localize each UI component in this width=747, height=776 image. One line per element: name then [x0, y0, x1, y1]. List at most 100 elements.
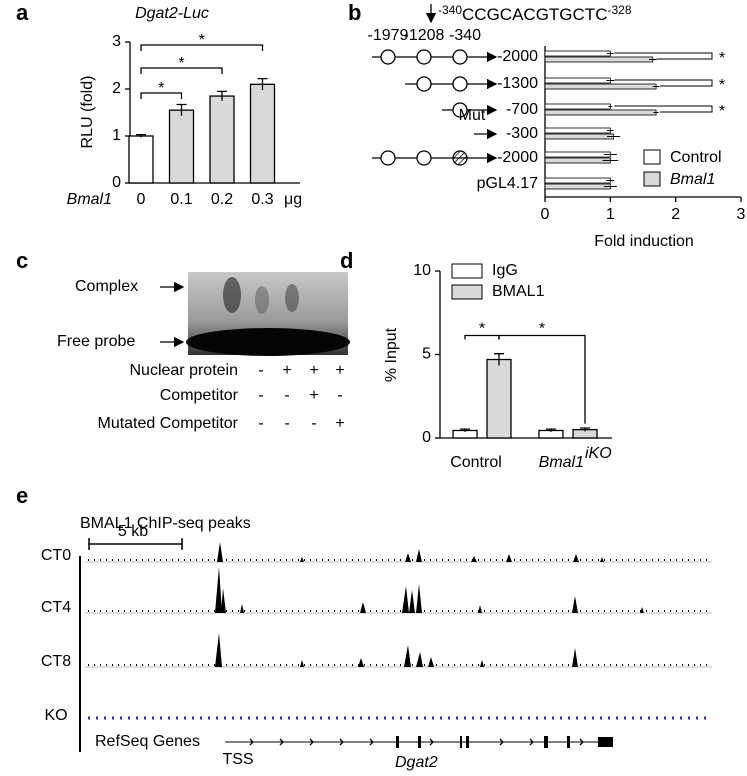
- sig-star: *: [158, 80, 164, 97]
- x-tick-superscript: iKO: [585, 445, 612, 462]
- chart-title: Dgat2-Luc: [135, 5, 209, 22]
- y-axis-label: RLU (fold): [79, 76, 96, 149]
- constructs: [372, 49, 498, 166]
- panel-label: e: [16, 483, 28, 508]
- condition-sign: +: [309, 362, 318, 379]
- x-tick-label: Control: [450, 454, 502, 471]
- tss-label: TSS: [222, 751, 253, 768]
- legend-label: IgG: [492, 262, 518, 279]
- condition-sign: +: [335, 415, 344, 432]
- panel-label: a: [16, 0, 29, 25]
- bar: [544, 183, 611, 190]
- scale-bar: [88, 538, 183, 550]
- x-tick-label: 0.1: [170, 191, 192, 208]
- track-label: CT8: [41, 653, 71, 670]
- bar: [544, 151, 611, 158]
- x-tick-label: Bmal1: [539, 454, 584, 471]
- bar: [249, 83, 276, 184]
- legend-label: Bmal1: [670, 171, 715, 188]
- bar: [544, 133, 614, 140]
- y-axis-label: % Input: [383, 327, 400, 382]
- condition-sign: -: [311, 415, 316, 432]
- gene-track-label: RefSeq Genes: [95, 733, 200, 750]
- x-tick-label: 3: [737, 206, 746, 223]
- condition-label: Competitor: [160, 387, 239, 404]
- legend-swatch: [643, 149, 661, 165]
- track-label: KO: [44, 707, 67, 724]
- x-tick-label: 1: [606, 206, 615, 223]
- bar: [486, 358, 512, 439]
- error-bar: [136, 133, 146, 138]
- error-bar: [460, 428, 470, 432]
- y-tick-label: -2000: [497, 48, 538, 65]
- bar: [544, 127, 611, 134]
- sig-bracket: [140, 44, 264, 51]
- sig-bracket: [614, 105, 713, 113]
- sig-star: *: [199, 32, 205, 49]
- y-tick-label: -1300: [497, 75, 538, 92]
- error-bar: [546, 428, 556, 432]
- error-bar: [176, 103, 187, 116]
- gene-model: [225, 736, 613, 748]
- condition-sign: +: [335, 362, 344, 379]
- condition-sign: -: [258, 362, 263, 379]
- x-axis-label: Bmal1: [67, 191, 112, 208]
- sig-star: *: [719, 103, 725, 120]
- x-tick-label: 2: [671, 206, 680, 223]
- bar: [544, 157, 611, 164]
- condition-label: Mutated Competitor: [97, 415, 238, 432]
- legend-swatch: [643, 171, 661, 187]
- panel-label: d: [340, 248, 353, 273]
- x-unit: μg: [284, 191, 302, 208]
- sig-bracket: [614, 79, 713, 87]
- bar: [544, 50, 611, 57]
- panel-label: c: [16, 248, 28, 273]
- y-tick-label: 0: [422, 429, 431, 446]
- error-bar: [580, 427, 590, 432]
- sig-star: *: [178, 55, 184, 72]
- bar: [168, 109, 195, 184]
- error-bar: [257, 78, 268, 90]
- condition-sign: -: [258, 387, 263, 404]
- sequence: -340CCGCACGTGCTC-328: [438, 3, 632, 24]
- construct-position: -1979: [368, 27, 409, 44]
- condition-sign: -: [337, 387, 342, 404]
- bar: [544, 83, 657, 90]
- bar: [544, 77, 611, 84]
- scale-label: 5 kb: [118, 523, 148, 540]
- sig-bracket: [498, 334, 586, 424]
- sig-bracket: [140, 67, 223, 74]
- y-tick-label: 5: [422, 346, 431, 363]
- x-axis-label: Fold induction: [594, 233, 694, 250]
- legend-label: Control: [670, 149, 722, 166]
- bar: [544, 103, 611, 110]
- sig-bracket: [614, 52, 713, 60]
- x-tick-label: 0.3: [251, 191, 273, 208]
- sig-bracket: [140, 92, 183, 99]
- bar: [544, 177, 611, 184]
- band-label: Complex: [75, 278, 138, 295]
- bar: [128, 135, 154, 184]
- sig-star: *: [479, 321, 485, 338]
- legend-swatch: [451, 284, 483, 300]
- condition-sign: +: [309, 387, 318, 404]
- x-tick-label: 0: [137, 191, 146, 208]
- x-tick-label: 0: [541, 206, 550, 223]
- bar: [544, 109, 657, 116]
- y-tick-label: -2000: [497, 149, 538, 166]
- gel-conditions: Nuclear protein - + + + Competitor - - + - Mutated…: [97, 362, 344, 432]
- construct-position: -340: [449, 27, 481, 44]
- construct-position: -1208: [404, 27, 445, 44]
- condition-sign: -: [284, 415, 289, 432]
- sig-star: *: [539, 321, 545, 338]
- y-tick-label: 1: [112, 127, 121, 144]
- y-tick-label: -700: [506, 101, 538, 118]
- tracks: [85, 542, 712, 720]
- track-label: CT4: [41, 599, 71, 616]
- gene-name: Dgat2: [395, 754, 438, 771]
- condition-sign: -: [284, 387, 289, 404]
- band-label: Free probe: [57, 333, 135, 350]
- condition-sign: +: [282, 362, 291, 379]
- legend-label: BMAL1: [492, 283, 545, 300]
